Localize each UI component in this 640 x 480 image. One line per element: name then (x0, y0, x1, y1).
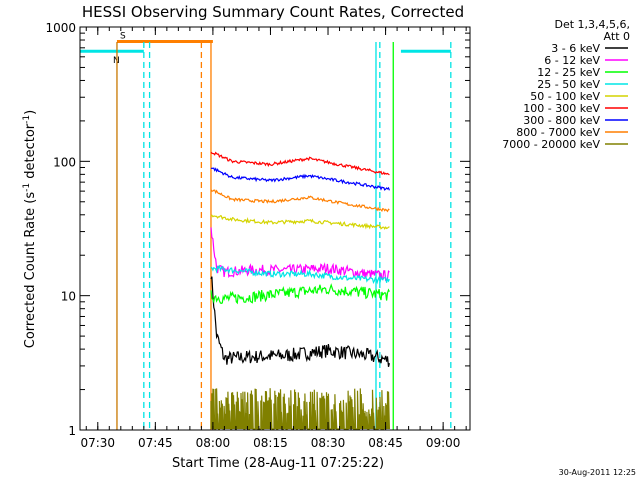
legend-label-4: 50 - 100 keV (530, 90, 600, 103)
flag-label-s: S (120, 31, 126, 41)
legend-header-line-2: Att 0 (604, 30, 630, 43)
series-line-6 (210, 167, 390, 191)
chart-title: HESSI Observing Summary Count Rates, Cor… (82, 3, 464, 21)
series-group (210, 151, 390, 430)
legend-label-6: 300 - 800 keV (523, 114, 600, 127)
series-line-3 (210, 264, 390, 285)
legend-header-line-1: Det 1,3,4,5,6, (554, 18, 630, 31)
x-tick-label-3: 08:15 (253, 436, 288, 450)
x-tick-label-6: 09:00 (426, 436, 461, 450)
legend-label-3: 25 - 50 keV (537, 78, 600, 91)
legend-label-2: 12 - 25 keV (537, 66, 600, 79)
legend-label-5: 100 - 300 keV (523, 102, 600, 115)
flag-bars: SN (80, 31, 451, 66)
series-line-5 (210, 151, 390, 176)
x-tick-label-1: 07:45 (138, 436, 173, 450)
x-tick-label-2: 08:00 (196, 436, 231, 450)
x-tick-label-0: 07:30 (80, 436, 115, 450)
legend-label-7: 800 - 7000 keV (516, 126, 600, 139)
y-tick-label-1: 10 (61, 290, 76, 304)
series-line-7 (210, 189, 390, 213)
y-tick-label-0: 1 (68, 424, 76, 438)
x-tick-label-5: 08:45 (368, 436, 403, 450)
legend-label-1: 6 - 12 keV (544, 54, 600, 67)
series-line-4 (210, 214, 390, 230)
y-axis-ticks: 1 10 100 1000 (45, 21, 470, 438)
y-tick-label-3: 1000 (45, 21, 76, 35)
series-line-2 (210, 283, 390, 305)
series-line-1 (210, 227, 390, 282)
footer-date: 30-Aug-2011 12:25 (559, 468, 636, 477)
plot-frame (79, 26, 471, 431)
legend-label-0: 3 - 6 keV (551, 42, 600, 55)
x-tick-label-4: 08:30 (311, 436, 346, 450)
y-tick-label-2: 100 (53, 155, 76, 169)
legend-label-8: 7000 - 20000 keV (502, 138, 600, 151)
x-axis-ticks: 07:30 07:45 08:00 08:15 08:30 08:45 09:00 (80, 27, 467, 450)
series-line-0 (210, 276, 390, 367)
plot-area: SN 07:30 07:45 08:00 08:15 08:30 08:45 09:00 1… (45, 21, 471, 450)
y-axis-label: Corrected Count Rate (s-1 detector-1) (22, 110, 38, 348)
x-axis-label: Start Time (28-Aug-11 07:25:22) (172, 456, 384, 471)
series-line-8 (210, 388, 390, 430)
event-lines (116, 42, 452, 430)
